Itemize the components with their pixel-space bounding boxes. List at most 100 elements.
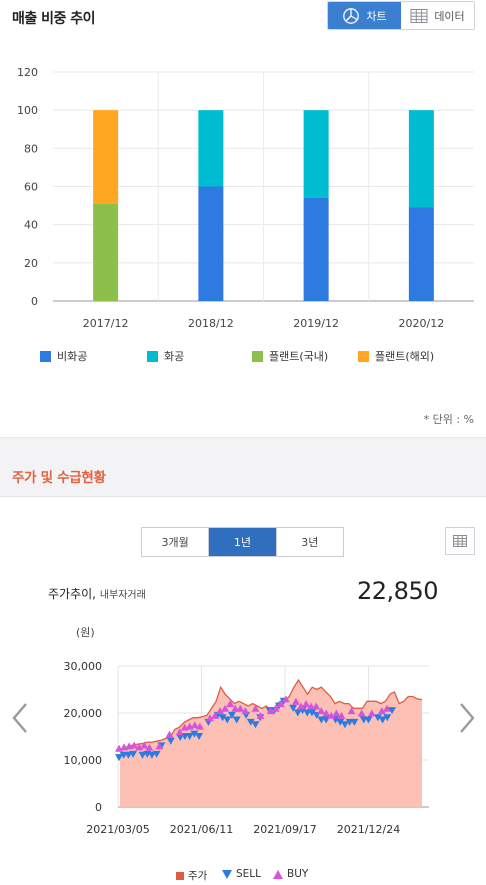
sales-mix-title: 매출 비중 추이 bbox=[12, 11, 96, 27]
price-area bbox=[120, 680, 422, 807]
x-tick-label: 2021/03/05 bbox=[86, 823, 149, 836]
sell-marker bbox=[340, 721, 349, 729]
sell-marker bbox=[246, 718, 255, 726]
buy-marker bbox=[291, 697, 300, 705]
stock-section-title: 주가 및 수급현황 bbox=[12, 470, 106, 486]
sell-marker bbox=[378, 716, 387, 724]
buy-marker bbox=[135, 743, 144, 751]
buy-marker bbox=[266, 707, 275, 715]
period-3m-button[interactable]: 3개월 bbox=[142, 528, 209, 556]
buy-marker bbox=[195, 722, 204, 730]
buy-marker bbox=[165, 730, 174, 738]
triangle-down-icon bbox=[222, 869, 232, 879]
section-header-band bbox=[0, 437, 486, 497]
buy-marker bbox=[377, 707, 386, 715]
buy-marker bbox=[211, 711, 220, 719]
legend-item-plant-overseas: 플랜트(해외) bbox=[358, 348, 434, 364]
buy-marker bbox=[236, 704, 245, 712]
legend-item-bihwagong: 비화공 bbox=[40, 348, 87, 364]
x-tick-label: 2019/12 bbox=[293, 317, 339, 330]
period-1y-button[interactable]: 1년 bbox=[208, 528, 276, 556]
buy-marker bbox=[281, 695, 290, 703]
x-tick-label: 2021/06/11 bbox=[170, 823, 233, 836]
chart-view-button[interactable]: 차트 bbox=[328, 2, 401, 29]
sell-marker bbox=[218, 714, 227, 722]
sell-marker bbox=[293, 709, 302, 717]
prev-arrow[interactable] bbox=[8, 700, 32, 736]
view-toggle: 차트 데이터 bbox=[327, 1, 475, 30]
buy-marker bbox=[175, 728, 184, 736]
next-arrow[interactable] bbox=[455, 700, 479, 736]
legend-swatch bbox=[252, 350, 263, 362]
period-selector: 3개월 1년 3년 bbox=[141, 527, 344, 557]
buy-marker bbox=[271, 704, 280, 712]
legend-label: 플랜트(국내) bbox=[269, 350, 329, 363]
sales-mix-chart: 0 20 40 60 80 100 120 2017/12 2018/12 2019/12 2020… bbox=[17, 66, 474, 330]
buy-marker bbox=[332, 709, 341, 717]
legend-swatch bbox=[147, 350, 158, 362]
sell-marker bbox=[166, 737, 175, 745]
buy-marker bbox=[155, 742, 164, 750]
bar-1-3 bbox=[408, 110, 434, 208]
bar-2-0 bbox=[93, 203, 119, 301]
sell-marker bbox=[373, 714, 382, 722]
y-tick-label: 20 bbox=[24, 257, 38, 270]
y-tick-label: 60 bbox=[24, 181, 38, 194]
sell-marker bbox=[350, 718, 359, 726]
square-icon bbox=[176, 871, 184, 880]
sell-marker bbox=[138, 751, 147, 759]
legend-item-plant-domestic: 플랜트(국내) bbox=[252, 348, 328, 364]
y-tick-label: 0 bbox=[31, 295, 38, 308]
legend-item-buy: BUY bbox=[273, 868, 308, 880]
buy-marker bbox=[226, 700, 235, 708]
y-tick-label: 80 bbox=[24, 142, 38, 155]
buy-marker bbox=[145, 743, 154, 751]
y-tick-label: 20,000 bbox=[64, 707, 103, 720]
legend-label: BUY bbox=[287, 868, 309, 880]
sell-marker bbox=[307, 709, 316, 717]
buy-marker bbox=[302, 700, 311, 708]
table-view-button[interactable] bbox=[445, 527, 475, 555]
x-tick-label: 2017/12 bbox=[83, 317, 129, 330]
legend-item-price: 주가 bbox=[176, 868, 207, 883]
price-trend-label: 주가추이, 내부자거래 bbox=[48, 585, 146, 602]
sell-marker bbox=[195, 733, 204, 740]
y-tick-label: 100 bbox=[17, 104, 38, 117]
period-3y-button[interactable]: 3년 bbox=[275, 528, 343, 556]
y-tick-label: 120 bbox=[17, 66, 38, 79]
legend-item-hwagong: 화공 bbox=[147, 348, 184, 364]
sell-marker bbox=[176, 733, 185, 741]
bar-0-1 bbox=[198, 186, 224, 301]
sell-marker bbox=[147, 751, 156, 759]
sell-marker bbox=[289, 704, 298, 712]
bar-1-1 bbox=[198, 110, 224, 187]
legend-label: 플랜트(해외) bbox=[375, 350, 435, 363]
buy-marker bbox=[297, 702, 305, 710]
triangle-up-icon bbox=[273, 869, 283, 879]
buy-marker bbox=[130, 741, 139, 749]
bar-1-2 bbox=[303, 110, 329, 198]
pie-chart-icon bbox=[343, 7, 360, 24]
buy-marker bbox=[337, 711, 346, 719]
x-tick-label: 2021/12/24 bbox=[337, 823, 400, 836]
x-tick-label: 2020/12 bbox=[399, 317, 445, 330]
buy-marker bbox=[367, 709, 376, 717]
buy-marker bbox=[276, 700, 285, 708]
legend-label: SELL bbox=[236, 868, 261, 880]
data-view-label: 데이터 bbox=[434, 9, 465, 23]
sell-marker bbox=[185, 733, 194, 740]
price-trend-title: 주가추이, bbox=[48, 587, 96, 601]
bar-3-0 bbox=[93, 110, 119, 204]
bar-0-2 bbox=[303, 197, 329, 301]
y-tick-label: 40 bbox=[24, 219, 38, 232]
buy-marker bbox=[327, 711, 336, 719]
legend-label: 비화공 bbox=[57, 350, 88, 363]
y-tick-label: 30,000 bbox=[64, 660, 103, 673]
buy-marker bbox=[382, 704, 391, 712]
sell-marker bbox=[383, 714, 392, 722]
sell-marker bbox=[364, 716, 373, 724]
table-icon bbox=[410, 8, 428, 23]
data-view-button[interactable]: 데이터 bbox=[401, 2, 474, 29]
sell-marker bbox=[227, 711, 236, 719]
y-unit-label: (원) bbox=[76, 626, 95, 639]
